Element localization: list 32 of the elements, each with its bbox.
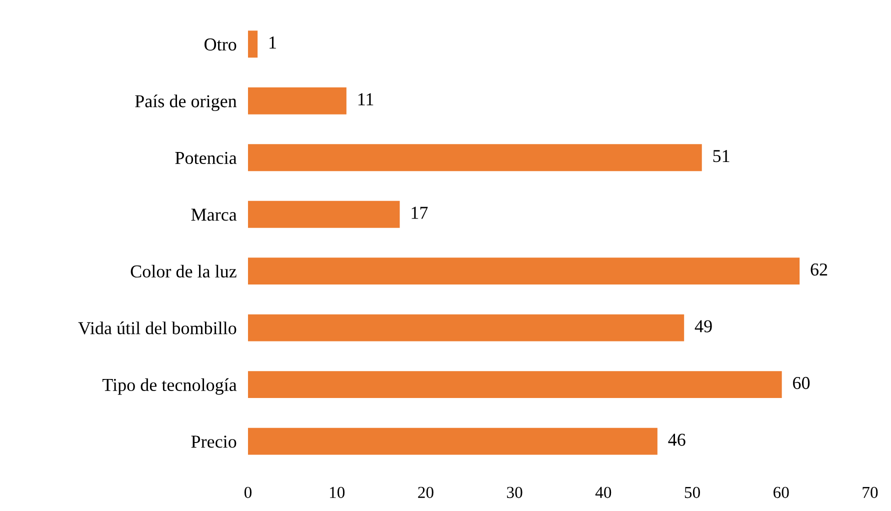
y-tick-label: Tipo de tecnología (102, 378, 237, 395)
bar (248, 200, 400, 228)
bar (248, 258, 800, 285)
bar (248, 428, 658, 455)
x-tick-label: 10 (330, 486, 345, 498)
data-label: 17 (412, 206, 428, 219)
data-label: 1 (270, 36, 276, 48)
x-tick-label: 50 (684, 486, 700, 498)
bar (248, 144, 702, 172)
x-tick-label: 20 (418, 486, 434, 498)
bar (248, 314, 684, 342)
data-label: 62 (810, 263, 828, 276)
bar (248, 371, 782, 398)
x-tick-label: 0 (244, 486, 252, 498)
y-tick-label: Potencia (175, 152, 237, 164)
x-tick-label: 60 (774, 486, 789, 498)
data-label: 51 (713, 150, 730, 162)
data-label: 60 (793, 376, 810, 390)
data-label: 11 (358, 93, 374, 106)
data-label: 46 (668, 434, 686, 446)
y-tick-label: Otro (204, 38, 236, 51)
y-tick-label: País de origen (135, 94, 237, 112)
x-tick-label: 40 (595, 486, 612, 498)
x-tick-label: 30 (507, 486, 522, 498)
bar (248, 30, 258, 58)
y-tick-label: Vida útil del bombillo (78, 322, 236, 334)
bar (248, 87, 346, 114)
y-tick-label: Color de la luz (130, 264, 236, 278)
y-tick-label: Precio (191, 436, 236, 448)
x-tick-label: 70 (862, 486, 878, 498)
data-label: 49 (694, 320, 712, 332)
y-tick-label: Marca (191, 208, 237, 221)
